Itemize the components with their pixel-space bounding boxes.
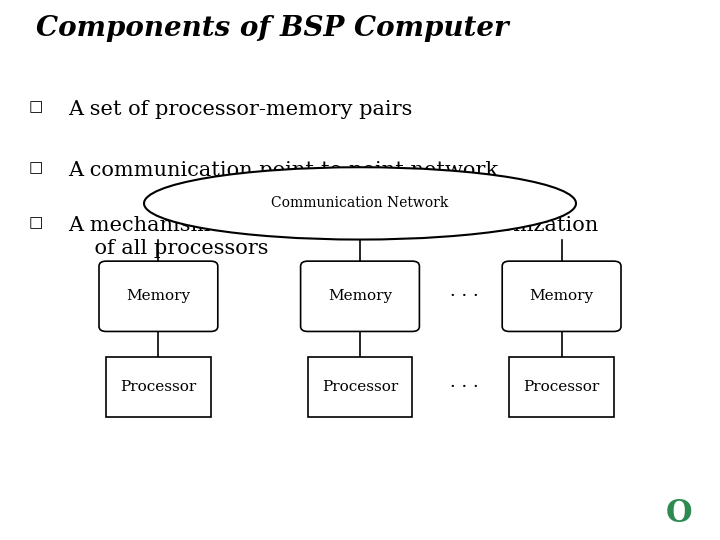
FancyBboxPatch shape [308, 356, 412, 417]
Text: A set of processor-memory pairs: A set of processor-memory pairs [68, 100, 413, 119]
Text: · · ·: · · · [450, 377, 479, 396]
Text: O: O [666, 498, 692, 529]
Text: · · ·: · · · [450, 287, 479, 305]
FancyBboxPatch shape [503, 261, 621, 332]
Text: Processor: Processor [523, 380, 600, 394]
FancyBboxPatch shape [99, 261, 217, 332]
Text: Processor: Processor [322, 380, 398, 394]
Text: Introduction to Parallel Computing, University of Oregon, IPCC: Introduction to Parallel Computing, Univ… [11, 517, 346, 525]
Text: □: □ [29, 216, 43, 230]
Text: □: □ [29, 100, 43, 114]
Text: Components of BSP Computer: Components of BSP Computer [36, 15, 508, 42]
Text: 30: 30 [620, 514, 640, 528]
FancyBboxPatch shape [510, 356, 614, 417]
FancyBboxPatch shape [301, 261, 419, 332]
Text: A mechanism for efficient barrier synchronization
    of all processors: A mechanism for efficient barrier synchr… [68, 216, 598, 259]
Text: □: □ [29, 161, 43, 175]
Text: Memory: Memory [126, 289, 191, 303]
Ellipse shape [144, 167, 576, 240]
Text: Processor: Processor [120, 380, 197, 394]
Text: Lecture 4 – Parallel Performance Theory - 2: Lecture 4 – Parallel Performance Theory … [374, 517, 604, 525]
Text: A communication point-to-point network: A communication point-to-point network [68, 161, 498, 180]
FancyBboxPatch shape [107, 356, 210, 417]
Text: Communication Network: Communication Network [271, 197, 449, 211]
Text: Memory: Memory [529, 289, 594, 303]
Text: Memory: Memory [328, 289, 392, 303]
